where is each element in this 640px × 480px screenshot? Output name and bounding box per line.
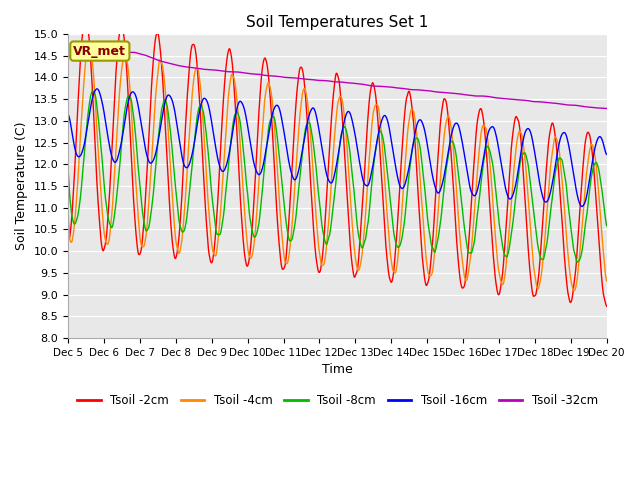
Tsoil -4cm: [64, 208, 72, 214]
Tsoil -4cm: [244, 250, 252, 256]
Tsoil -16cm: [244, 128, 252, 134]
Tsoil -16cm: [492, 130, 499, 136]
Tsoil -2cm: [492, 277, 499, 283]
Tsoil -8cm: [172, 180, 179, 186]
Tsoil -8cm: [421, 190, 429, 196]
Tsoil -4cm: [570, 288, 578, 293]
Tsoil -8cm: [603, 223, 611, 228]
Y-axis label: Soil Temperature (C): Soil Temperature (C): [15, 122, 28, 250]
Tsoil -2cm: [603, 303, 611, 309]
Tsoil -2cm: [244, 260, 252, 266]
Tsoil -8cm: [64, 166, 72, 172]
Line: Tsoil -32cm: Tsoil -32cm: [68, 52, 607, 108]
Tsoil -8cm: [244, 200, 252, 206]
Tsoil -32cm: [128, 49, 136, 55]
Tsoil -4cm: [86, 44, 93, 50]
Tsoil -2cm: [184, 80, 192, 86]
Tsoil -16cm: [421, 130, 429, 136]
Tsoil -16cm: [93, 86, 100, 92]
Tsoil -2cm: [172, 255, 179, 261]
Tsoil -16cm: [64, 112, 72, 118]
Tsoil -32cm: [540, 99, 547, 105]
Tsoil -2cm: [421, 279, 429, 285]
Tsoil -32cm: [184, 64, 192, 70]
Tsoil -16cm: [184, 164, 192, 169]
Tsoil -4cm: [184, 150, 192, 156]
Tsoil -8cm: [540, 257, 547, 263]
Tsoil -8cm: [492, 185, 499, 191]
Tsoil -8cm: [573, 259, 581, 265]
Tsoil -4cm: [603, 278, 611, 284]
Tsoil -16cm: [540, 195, 547, 201]
Tsoil -32cm: [603, 106, 611, 111]
Tsoil -32cm: [64, 53, 72, 59]
Tsoil -16cm: [172, 110, 179, 116]
Tsoil -4cm: [172, 231, 179, 237]
Tsoil -32cm: [244, 71, 252, 76]
Tsoil -32cm: [421, 88, 429, 94]
Tsoil -16cm: [578, 204, 586, 209]
Tsoil -4cm: [540, 256, 547, 262]
Tsoil -16cm: [603, 152, 611, 157]
Legend: Tsoil -2cm, Tsoil -4cm, Tsoil -8cm, Tsoil -16cm, Tsoil -32cm: Tsoil -2cm, Tsoil -4cm, Tsoil -8cm, Tsoi…: [72, 390, 603, 412]
Title: Soil Temperatures Set 1: Soil Temperatures Set 1: [246, 15, 429, 30]
Line: Tsoil -4cm: Tsoil -4cm: [68, 47, 607, 290]
Tsoil -8cm: [184, 201, 192, 207]
Tsoil -2cm: [64, 219, 72, 225]
Text: VR_met: VR_met: [74, 45, 126, 58]
X-axis label: Time: Time: [322, 363, 353, 376]
Tsoil -4cm: [492, 236, 499, 241]
Tsoil -2cm: [82, 13, 90, 19]
Tsoil -32cm: [492, 95, 499, 101]
Tsoil -32cm: [172, 62, 179, 68]
Line: Tsoil -8cm: Tsoil -8cm: [68, 91, 607, 262]
Tsoil -4cm: [421, 244, 429, 250]
Tsoil -8cm: [89, 88, 97, 94]
Line: Tsoil -16cm: Tsoil -16cm: [68, 89, 607, 206]
Tsoil -2cm: [540, 213, 547, 219]
Line: Tsoil -2cm: Tsoil -2cm: [68, 16, 607, 306]
